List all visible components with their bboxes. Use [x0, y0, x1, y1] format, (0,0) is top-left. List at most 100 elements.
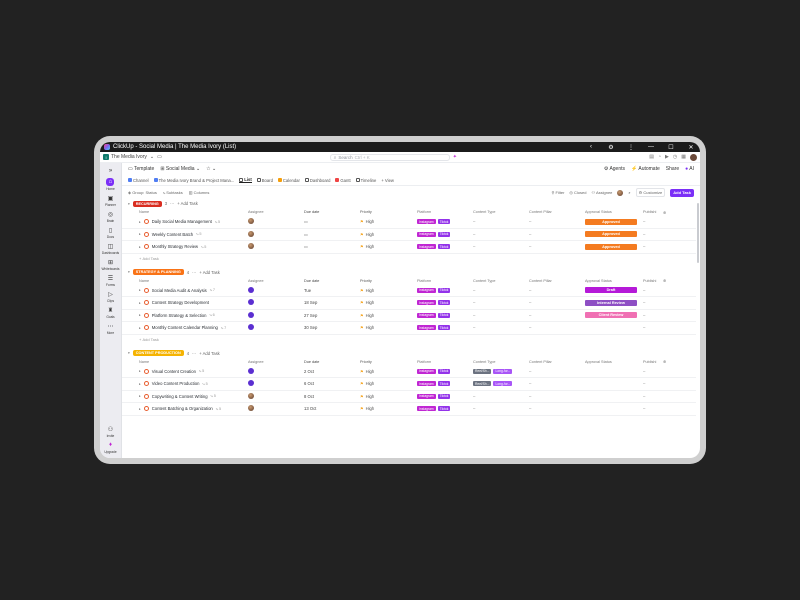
priority-cell[interactable]: ⚑ High	[360, 381, 375, 387]
content-type-empty[interactable]: –	[473, 393, 476, 399]
expand-caret-icon[interactable]: ▸	[139, 313, 141, 318]
due-date[interactable]: 30 Sep	[304, 325, 318, 331]
col-publish[interactable]: Publishi	[643, 359, 657, 364]
col-approval-status[interactable]: Approval Status	[585, 278, 612, 283]
platform-tag[interactable]: Tiktok	[437, 325, 451, 331]
add-task-row[interactable]: + Add Task	[139, 336, 159, 342]
priority-cell[interactable]: ⚑ High	[360, 312, 375, 318]
sidebar-item-planner[interactable]: ▣ Planner	[105, 194, 116, 208]
calendar-icon[interactable]: ▭	[304, 244, 308, 250]
platform-tag[interactable]: Tiktok	[437, 381, 451, 387]
search-input[interactable]: ⌕ Search Ctrl + K	[329, 153, 450, 161]
col-content-pillar[interactable]: Content Pillar	[529, 210, 552, 214]
col-publish[interactable]: Publishi	[643, 210, 657, 214]
group-status-badge[interactable]: STRATEGY & PLANNING	[132, 269, 184, 275]
table-row[interactable]: ▸ Social Media Audit & Analysis ⤷ 7 Tue …	[122, 285, 696, 297]
platform-tag[interactable]: Instagram	[417, 393, 436, 399]
col-name[interactable]: Name	[139, 210, 150, 214]
due-date[interactable]: 2 Oct	[304, 368, 315, 374]
table-row[interactable]: ▸ Daily Social Media Management ⤷ 5 ▭ ⚑ H…	[122, 216, 696, 229]
content-type-empty[interactable]: –	[473, 287, 476, 293]
col-platform[interactable]: Platform	[417, 278, 432, 283]
ai-sparkle-icon[interactable]: ✦	[452, 154, 457, 160]
add-view-button[interactable]: + View	[381, 177, 394, 183]
approval-status-badge[interactable]: Internal Review	[585, 299, 637, 306]
priority-cell[interactable]: ⚑ High	[360, 325, 375, 331]
col-platform[interactable]: Platform	[417, 210, 432, 214]
table-row[interactable]: ▸ Platform Strategy & Selection ⤷ 6 27 S…	[122, 310, 696, 322]
approval-status-badge[interactable]: Approved	[585, 231, 637, 238]
content-type-tag[interactable]: Reel/Sh...	[473, 381, 492, 387]
publish-value[interactable]: –	[643, 287, 646, 293]
content-type-tag[interactable]: Long-for...	[493, 381, 513, 387]
video-icon[interactable]: ▶	[665, 154, 669, 160]
assignee-avatar[interactable]	[248, 367, 254, 374]
due-date[interactable]: 13 Oct	[304, 406, 317, 412]
content-type-empty[interactable]: –	[473, 300, 476, 306]
expand-caret-icon[interactable]: ▸	[139, 369, 141, 374]
table-row[interactable]: ▸ Content Strategy Development 18 Sep ⚑ H…	[122, 297, 696, 310]
content-pillar-value[interactable]: –	[529, 393, 532, 399]
filter-button[interactable]: ⚲ Filter	[551, 190, 565, 195]
expand-caret-icon[interactable]: ▸	[139, 232, 141, 237]
menu-icon[interactable]: ⋮	[628, 144, 634, 151]
user-avatar[interactable]	[690, 153, 697, 161]
platform-tag[interactable]: Tiktok	[437, 300, 451, 306]
publish-value[interactable]: –	[643, 406, 646, 412]
group-add-task[interactable]: + Add Task	[199, 269, 220, 275]
platform-tag[interactable]: Tiktok	[437, 287, 451, 293]
sidebar-item-dashboards[interactable]: ◫ Dashboards	[102, 242, 119, 256]
assignee-avatar[interactable]	[248, 405, 254, 412]
closed-button[interactable]: ◎ Closed	[569, 190, 587, 195]
tab-board[interactable]: Board	[256, 178, 273, 183]
tab-gantt[interactable]: Gantt	[335, 178, 351, 183]
platform-tag[interactable]: Instagram	[417, 381, 436, 387]
status-circle-icon[interactable]	[143, 368, 149, 374]
subtask-count[interactable]: ⤷ 7	[220, 325, 227, 330]
ai-button[interactable]: ● AI	[685, 166, 694, 172]
publish-value[interactable]: –	[643, 368, 646, 374]
tab-dashboard[interactable]: Dashboard	[304, 178, 330, 183]
calendar-icon[interactable]: ▭	[157, 154, 162, 160]
share-button[interactable]: Share	[665, 166, 680, 172]
expand-caret-icon[interactable]: ▸	[139, 381, 141, 386]
content-pillar-value[interactable]: –	[529, 406, 532, 412]
content-type-tag[interactable]: Long-for...	[493, 368, 513, 374]
col-assignee[interactable]: Assignee	[248, 278, 264, 283]
subtask-count[interactable]: ⤷ 5	[215, 406, 222, 411]
due-date[interactable]: 8 Oct	[304, 393, 315, 399]
status-circle-icon[interactable]	[143, 300, 149, 306]
add-column-icon[interactable]: ⊕	[663, 279, 667, 283]
assignee-avatar[interactable]	[248, 286, 254, 293]
platform-tag[interactable]: Tiktok	[437, 406, 451, 412]
tab-channel[interactable]: Channel	[128, 178, 149, 183]
approval-status-badge[interactable]: Approved	[585, 218, 637, 225]
add-task-button[interactable]: Add Task	[670, 188, 694, 197]
priority-cell[interactable]: ⚑ High	[360, 300, 375, 306]
group-add-task[interactable]: + Add Task	[199, 350, 220, 356]
bell-icon[interactable]: ◔	[658, 154, 662, 160]
assignee-avatar[interactable]	[248, 230, 254, 237]
breadcrumb-template[interactable]: ▭ Template	[128, 166, 155, 172]
assignee-avatar[interactable]	[248, 299, 254, 306]
content-pillar-value[interactable]: –	[529, 244, 532, 250]
assignee-avatar[interactable]	[248, 311, 254, 318]
customize-button[interactable]: ⚙ Customize	[635, 188, 666, 197]
publish-value[interactable]: –	[643, 393, 646, 399]
platform-tag[interactable]: Instagram	[417, 300, 436, 306]
add-column-icon[interactable]: ⊕	[663, 360, 667, 364]
platform-tag[interactable]: Tiktok	[437, 393, 451, 399]
platform-tag[interactable]: Instagram	[417, 312, 436, 318]
task-name[interactable]: Copywriting & Content Writing	[151, 393, 208, 399]
sidebar-item-whiteboards[interactable]: ⊞ Whiteboards	[102, 258, 120, 272]
due-date[interactable]: 27 Sep	[304, 312, 318, 318]
publish-value[interactable]: –	[643, 325, 646, 331]
sidebar-item-brain[interactable]: ◎ Brain	[107, 210, 115, 224]
task-name[interactable]: Video Content Production	[151, 381, 200, 387]
col-content-pillar[interactable]: Content Pillar	[529, 278, 552, 283]
due-date[interactable]: 6 Oct	[304, 381, 315, 387]
breadcrumb-space[interactable]: ⊞ Social Media ⌄	[160, 166, 201, 172]
platform-tag[interactable]: Instagram	[417, 368, 436, 374]
col-content-pillar[interactable]: Content Pillar	[529, 359, 552, 364]
approval-status-badge[interactable]: Approved	[585, 243, 637, 250]
